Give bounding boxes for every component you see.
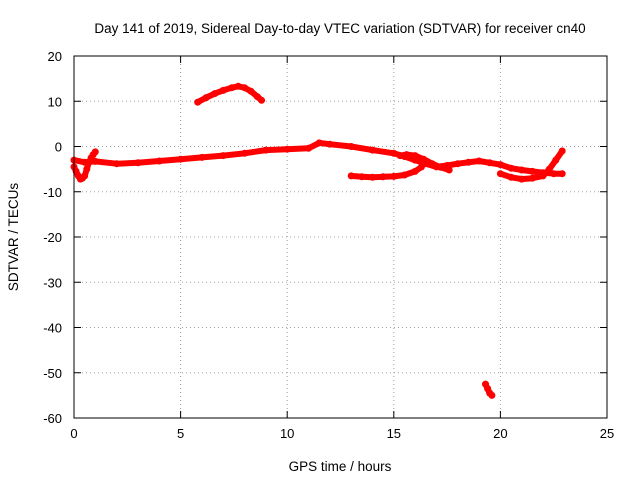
- series-late-tail: [496, 147, 566, 183]
- data-point: [390, 149, 398, 157]
- data-point: [401, 171, 408, 179]
- data-point: [403, 151, 411, 159]
- y-tick-label: -40: [43, 321, 62, 336]
- data-point: [528, 167, 536, 175]
- y-tick-label: -30: [43, 275, 62, 290]
- data-point: [545, 165, 553, 173]
- data-point: [507, 173, 515, 181]
- data-point: [558, 147, 566, 155]
- data-point: [91, 148, 99, 156]
- data-point: [437, 163, 445, 171]
- x-tick-label: 5: [177, 426, 184, 441]
- data-point: [258, 96, 266, 104]
- x-tick-label: 20: [493, 426, 507, 441]
- data-point: [305, 144, 312, 152]
- data-layer: [70, 82, 566, 399]
- x-tick-label: 25: [600, 426, 614, 441]
- data-point: [134, 159, 142, 167]
- series-outlier-segment: [482, 380, 496, 399]
- data-point: [202, 94, 210, 102]
- x-tick-label: 10: [280, 426, 294, 441]
- data-point: [262, 146, 270, 154]
- data-point: [518, 166, 526, 174]
- data-point: [219, 152, 227, 160]
- data-point: [347, 172, 355, 180]
- data-point: [390, 172, 398, 180]
- data-point: [552, 156, 560, 164]
- label-layer: 0 5 10 15 20 25 20 10 0 -10 -20 -30 -40 -50 -60: [43, 49, 614, 441]
- series-trace: [71, 139, 566, 177]
- data-point: [347, 143, 355, 150]
- data-point: [464, 158, 472, 166]
- data-point: [411, 167, 419, 175]
- data-point: [550, 170, 558, 178]
- data-point: [396, 152, 404, 160]
- data-point: [83, 165, 91, 173]
- data-point: [445, 166, 453, 174]
- data-point: [315, 139, 323, 147]
- data-point: [454, 160, 462, 168]
- y-axis-label: SDTVAR / TECUs: [6, 183, 21, 292]
- data-point: [113, 160, 121, 168]
- data-point: [198, 153, 206, 161]
- y-tick-label: -50: [43, 366, 62, 381]
- data-point: [488, 391, 496, 399]
- data-point: [486, 159, 494, 167]
- data-point: [326, 140, 334, 148]
- data-point: [496, 170, 504, 178]
- data-point: [211, 90, 219, 98]
- data-point: [411, 152, 419, 160]
- y-tick-label: 10: [48, 94, 62, 109]
- data-point: [155, 157, 163, 165]
- data-point: [528, 174, 536, 182]
- data-point: [177, 155, 185, 163]
- series-high-arc: [194, 82, 266, 106]
- y-tick-label: -10: [43, 185, 62, 200]
- y-tick-label: -60: [43, 411, 62, 426]
- data-point: [81, 172, 89, 180]
- data-point: [539, 172, 547, 180]
- x-tick-label: 15: [387, 426, 401, 441]
- data-point: [228, 84, 236, 92]
- x-axis-label: GPS time / hours: [289, 459, 392, 474]
- tick-layer: [73, 55, 608, 419]
- grid-layer: [74, 56, 607, 418]
- y-tick-label: 20: [48, 49, 62, 64]
- data-point: [369, 146, 376, 154]
- y-tick-label: -20: [43, 230, 62, 245]
- data-point: [247, 87, 255, 95]
- data-point: [283, 145, 291, 153]
- data-point: [518, 175, 526, 183]
- series-cross-segment: [396, 151, 453, 174]
- data-point: [475, 157, 483, 165]
- data-point: [358, 173, 366, 181]
- data-point: [234, 82, 242, 90]
- data-point: [194, 98, 202, 106]
- chart-title: Day 141 of 2019, Sidereal Day-to-day VTE…: [94, 21, 585, 36]
- data-point: [558, 170, 566, 178]
- data-point: [420, 155, 428, 163]
- data-point: [496, 161, 504, 169]
- data-point: [369, 173, 376, 181]
- data-point: [379, 173, 387, 181]
- data-point: [418, 163, 425, 171]
- data-point: [219, 86, 227, 94]
- data-point: [507, 164, 515, 172]
- series-lower-segment: [347, 163, 425, 181]
- data-point: [241, 149, 249, 157]
- y-tick-label: 0: [55, 140, 62, 155]
- data-point: [241, 84, 249, 92]
- x-tick-label: 0: [70, 426, 77, 441]
- data-point: [428, 160, 436, 168]
